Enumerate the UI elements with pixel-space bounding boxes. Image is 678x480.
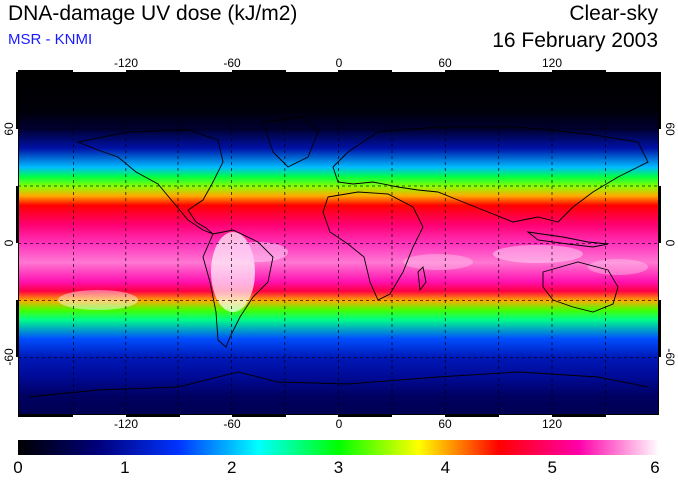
uv-dose-map bbox=[18, 72, 659, 415]
coast-madagascar bbox=[417, 266, 427, 292]
lon-tick-label: 0 bbox=[336, 56, 343, 70]
lat-tick-label: 0 bbox=[663, 240, 677, 247]
right-lat-labels: 60 0 -60 bbox=[663, 122, 677, 366]
top-lon-labels: -120 -60 0 60 120 bbox=[114, 56, 562, 70]
lon-tick-label: 120 bbox=[542, 417, 562, 431]
lon-tick-label: 60 bbox=[438, 417, 452, 431]
source-label: MSR - KNMI bbox=[8, 31, 93, 48]
lon-tick-label: -60 bbox=[223, 56, 241, 70]
left-lat-labels: 60 0 -60 bbox=[2, 122, 16, 366]
colorbar-tick: 2 bbox=[226, 458, 237, 477]
colorbar-tick: 1 bbox=[120, 458, 130, 477]
colorbar-tick: 0 bbox=[13, 458, 23, 477]
coast-europe-asia bbox=[332, 126, 649, 223]
coast-antarctica bbox=[27, 371, 649, 398]
lon-tick-label: 60 bbox=[438, 56, 452, 70]
lat-tick-label: 60 bbox=[663, 122, 677, 136]
coast-north-america bbox=[76, 129, 224, 235]
lat-tick-label: -60 bbox=[663, 348, 677, 366]
colorbar bbox=[18, 440, 659, 455]
coastlines bbox=[27, 116, 649, 398]
coast-greenland bbox=[262, 116, 319, 168]
lon-tick-label: -120 bbox=[114, 417, 138, 431]
coast-australia bbox=[542, 261, 619, 313]
colorbar-tick: 4 bbox=[440, 458, 451, 477]
dose-anomalies bbox=[58, 232, 648, 312]
coast-africa bbox=[322, 191, 424, 301]
lon-tick-label: -120 bbox=[114, 56, 138, 70]
coast-south-america bbox=[202, 229, 274, 348]
lon-tick-label: 120 bbox=[542, 56, 562, 70]
date-label: 16 February 2003 bbox=[492, 29, 658, 52]
colorbar-tick: 3 bbox=[333, 458, 344, 477]
lat-tick-label: 0 bbox=[2, 239, 16, 246]
lon-tick-label: 0 bbox=[336, 417, 343, 431]
colorbar-tick: 5 bbox=[547, 458, 557, 477]
lat-tick-label: 60 bbox=[2, 122, 16, 136]
coast-indonesia bbox=[526, 231, 609, 248]
lon-tick-label: -60 bbox=[223, 417, 241, 431]
graticule bbox=[18, 72, 659, 415]
colorbar-tick: 6 bbox=[650, 458, 660, 477]
bottom-lon-labels: -120 -60 0 60 120 bbox=[114, 417, 562, 431]
product-label: Clear-sky bbox=[569, 2, 658, 25]
lat-tick-label: -60 bbox=[2, 348, 16, 366]
map-title: DNA-damage UV dose (kJ/m2) bbox=[8, 2, 298, 25]
